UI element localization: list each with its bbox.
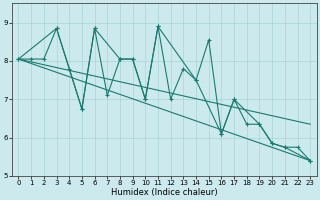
X-axis label: Humidex (Indice chaleur): Humidex (Indice chaleur) — [111, 188, 218, 197]
